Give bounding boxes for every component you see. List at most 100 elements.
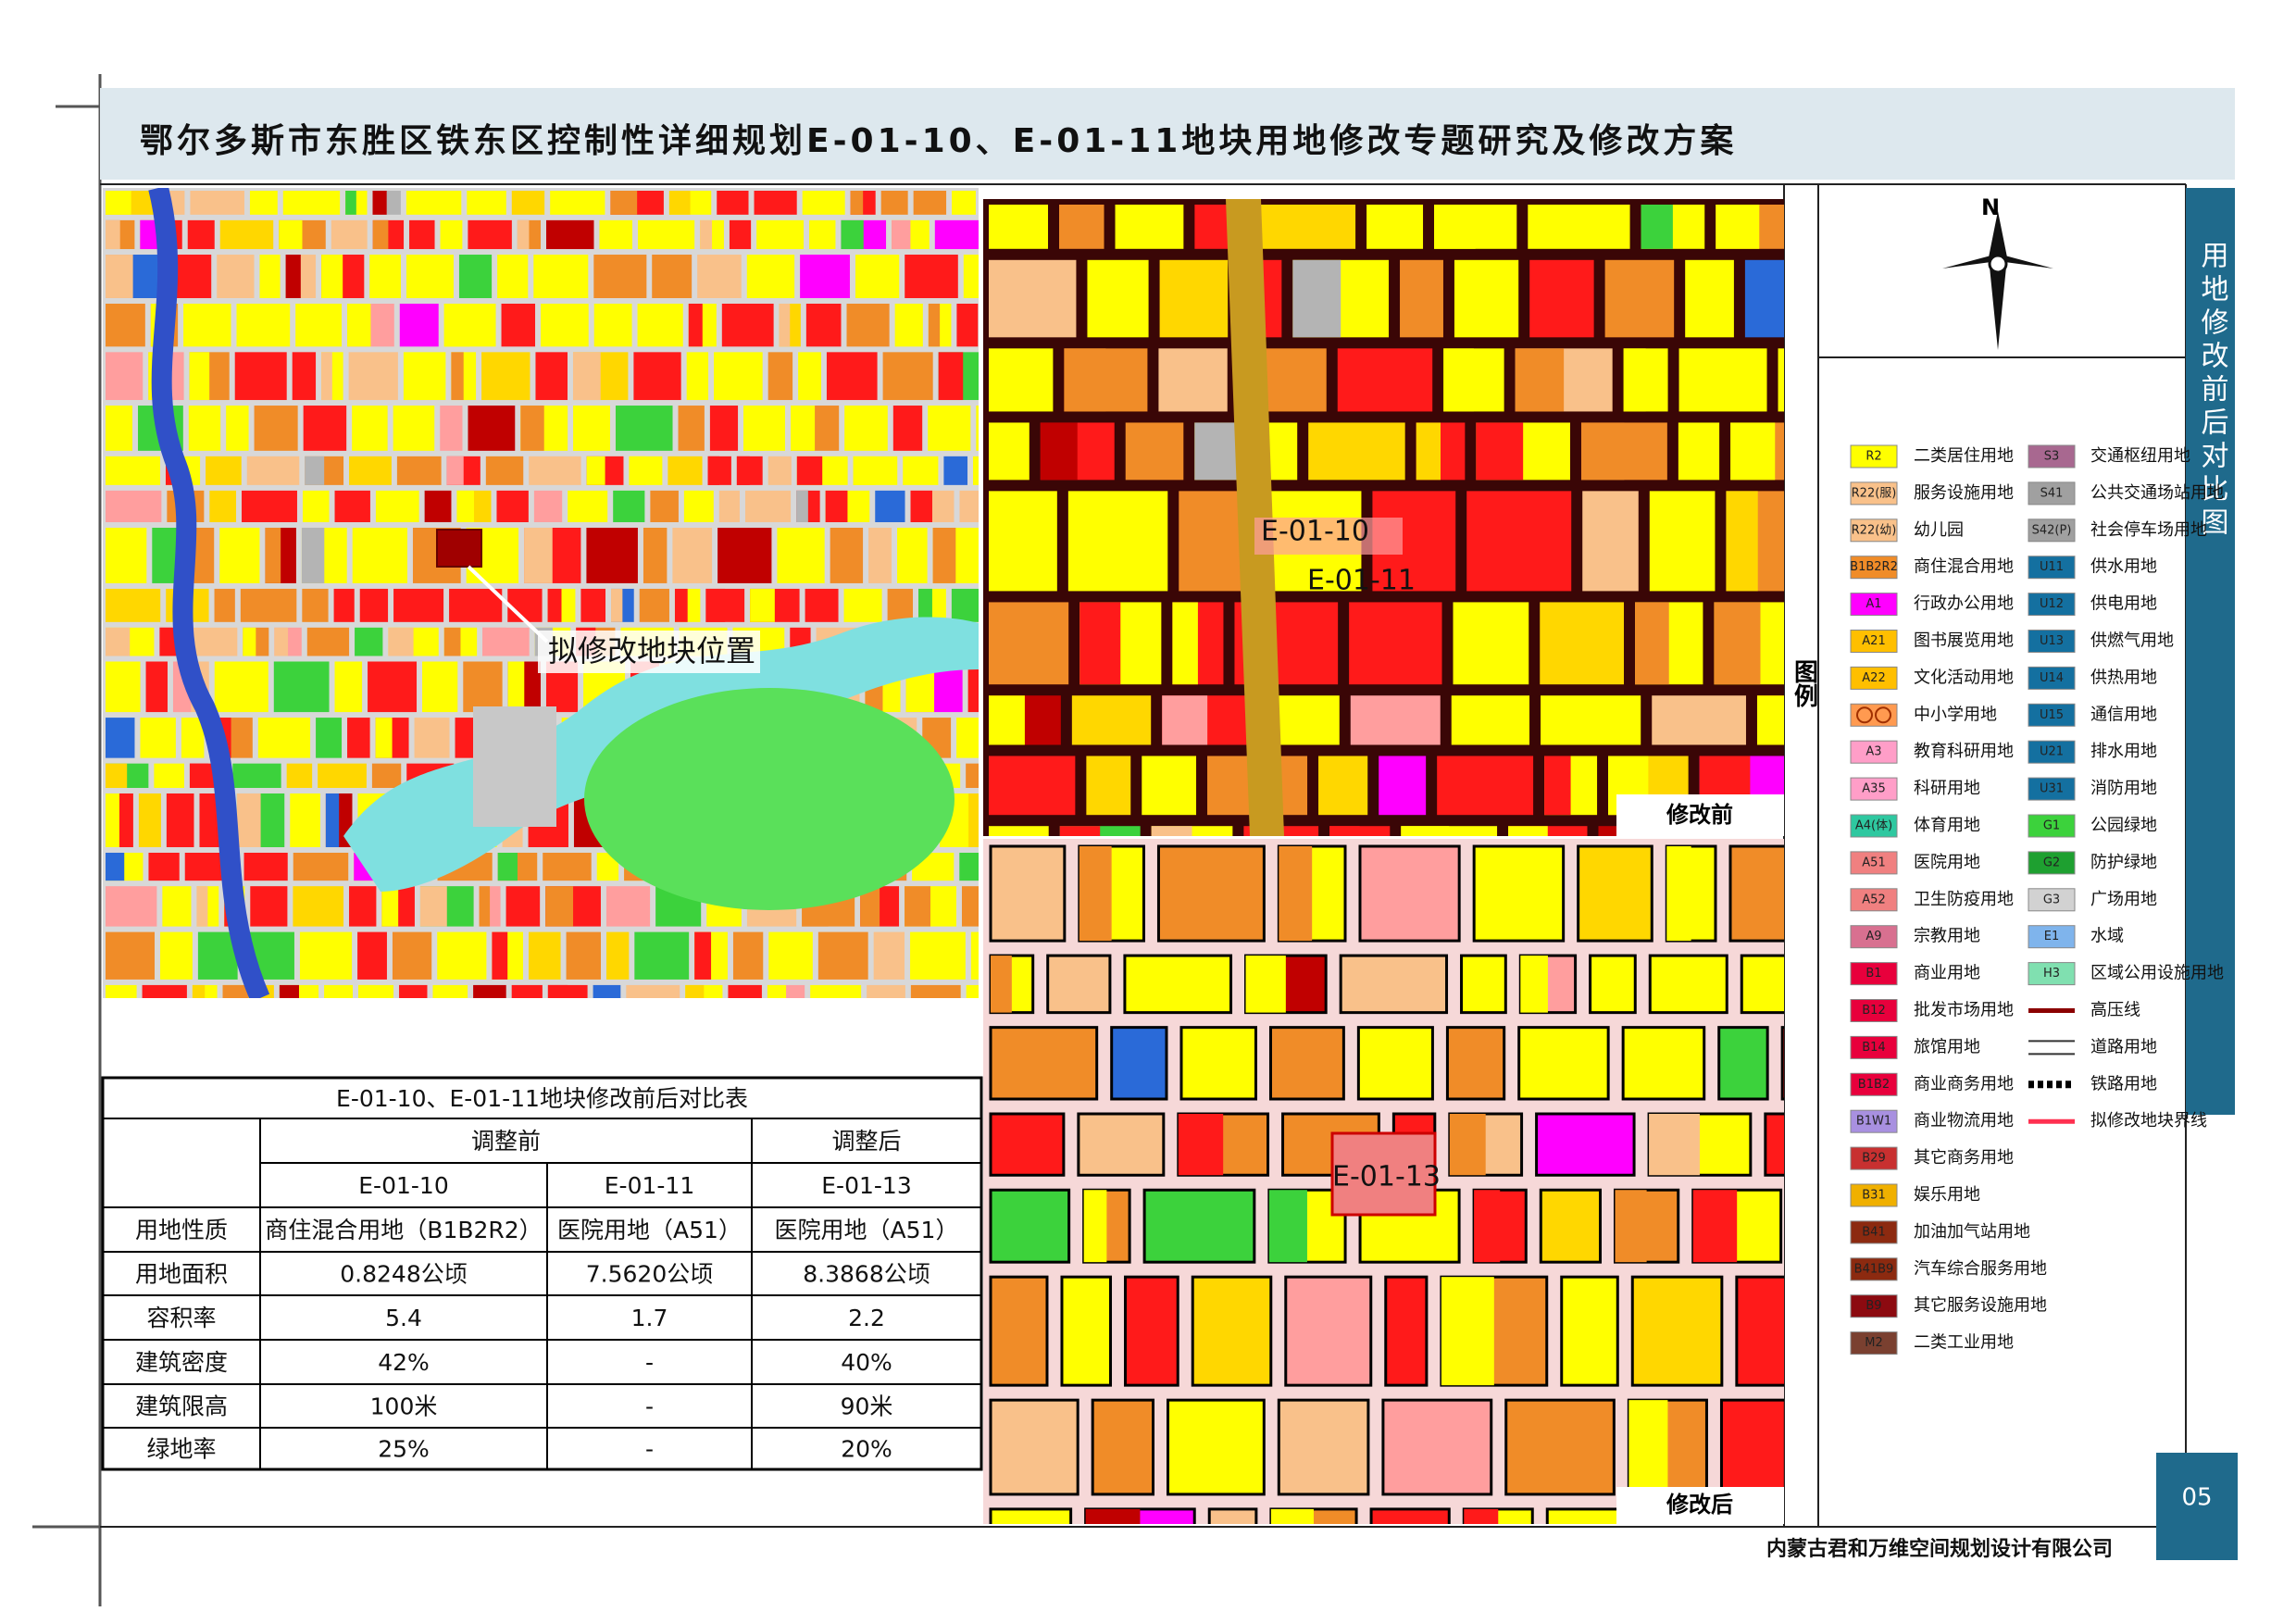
map-block [989,259,1077,338]
map-block [697,255,742,298]
map-block [273,661,330,713]
map-block [106,303,145,347]
map-block [1460,954,1507,1015]
table-cell: 1.7 [631,1305,668,1331]
map-block [566,931,601,980]
map-block [580,588,606,622]
map-block [718,527,772,583]
map-block [991,956,1012,1013]
side-bar [2186,188,2235,1115]
map-block [841,219,864,250]
legend-label: 公园绿地 [2090,816,2157,835]
map-block [643,527,668,583]
legend-swatch [1850,1331,1898,1355]
map-block [732,931,764,980]
legend-swatch [2028,1036,2075,1059]
map-block [860,886,880,927]
map-block [1110,1026,1168,1101]
map-block [547,984,568,998]
legend-code: B9 [1866,1299,1881,1313]
map-block [334,490,370,522]
modified-plot [1330,1131,1437,1217]
legend-label: 教育科研用地 [1914,742,2014,761]
location-map: 拟修改地块位置 [103,188,979,998]
map-block [1079,602,1121,685]
table-border [101,1076,983,1471]
map-block [1621,1026,1706,1101]
map-block [1623,348,1646,412]
map-block [424,490,452,522]
map-block [236,303,291,347]
map-block [372,219,389,250]
map-block [399,984,428,998]
map-block [1339,954,1449,1015]
map-block [467,191,506,215]
legend-code: A3 [1866,745,1881,759]
map-block [432,984,468,998]
map-block [805,588,839,622]
legend-label: 拟修改地块界线 [2090,1111,2207,1131]
map-block [989,348,1054,412]
legend-code: S3 [2044,450,2060,464]
map-block [257,718,311,758]
legend-label: 公共交通场站用地 [2090,483,2224,503]
map-block [106,588,161,622]
map-block [106,763,128,788]
map-block [1740,954,1784,1015]
map-block [1453,602,1529,685]
map-block [897,527,928,583]
legend-code: A21 [1862,634,1885,648]
map-block [1504,1398,1616,1496]
after-map: E-01-13 修改后 [983,839,1784,1524]
map-block [707,456,720,485]
map-block [396,456,442,485]
map-block [299,931,353,980]
map-block [1123,954,1233,1015]
legend-swatch [1850,1109,1898,1133]
map-block [593,984,621,998]
legend-label: 图书展览用地 [1914,631,2014,651]
map-block [846,303,890,347]
map-block [279,219,303,250]
map-block [196,886,208,927]
map-block [106,456,160,485]
side-title: 用地修改前后对比图 [2196,241,2229,541]
legend-label: 通信用地 [2090,705,2157,724]
target-plot [436,529,482,568]
map-block [1086,756,1131,816]
table-cell: 90米 [841,1393,893,1420]
caption-bg [1616,794,1784,836]
table-cell: 2.2 [848,1305,885,1331]
map-block [714,352,763,401]
map-block [347,303,371,347]
map-block [372,191,387,215]
map-block [1245,956,1286,1013]
legend-swatch [1850,851,1898,875]
map-block [688,303,703,347]
legend-swatch [2028,777,2076,801]
legend-label: 商业用地 [1914,964,1980,983]
map-block [321,255,343,298]
table-cell: 0.8248公顷 [340,1261,467,1288]
map-block [767,352,793,401]
legend-swatch [1850,703,1898,727]
legend-label: 行政办公用地 [1914,594,2014,614]
map-block [142,984,187,998]
map-block [1649,1114,1700,1176]
legend-code: B1B2 [1858,1078,1890,1092]
map-block [1158,348,1228,412]
map-block [1615,1190,1647,1263]
map-block [148,852,180,881]
map-block [138,793,161,847]
legend-label: 卫生防疫用地 [1914,890,2014,909]
legend-swatch [2028,666,2076,690]
map-block [222,984,249,998]
map-block [1416,422,1441,481]
map-block [1666,846,1691,942]
map-block [1349,602,1442,685]
map-block [301,527,325,583]
map-block [1085,1508,1141,1524]
map-block [190,191,244,215]
map-block [817,931,868,980]
